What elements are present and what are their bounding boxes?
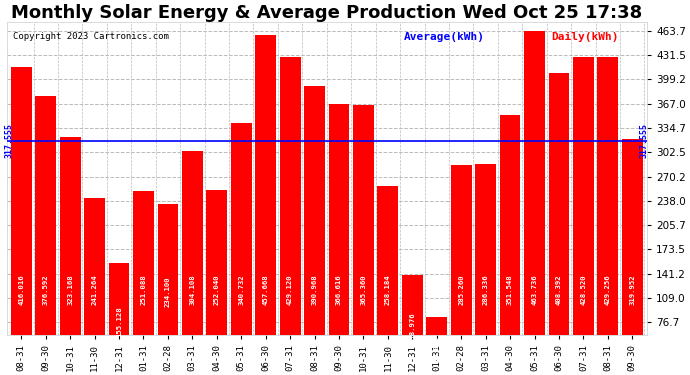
- Text: 429.120: 429.120: [287, 274, 293, 305]
- Text: 317.555: 317.555: [5, 123, 14, 158]
- Text: 241.264: 241.264: [92, 274, 97, 305]
- Text: 286.336: 286.336: [482, 274, 489, 305]
- Bar: [255, 35, 276, 375]
- Bar: [133, 191, 154, 375]
- Bar: [11, 67, 32, 375]
- Text: 252.040: 252.040: [214, 274, 220, 305]
- Bar: [157, 204, 178, 375]
- Text: 457.668: 457.668: [263, 274, 268, 305]
- Text: 429.256: 429.256: [605, 274, 611, 305]
- Text: 234.100: 234.100: [165, 277, 171, 307]
- Text: 376.592: 376.592: [43, 274, 49, 305]
- Text: 463.736: 463.736: [531, 274, 538, 305]
- Text: Copyright 2023 Cartronics.com: Copyright 2023 Cartronics.com: [13, 32, 169, 41]
- Bar: [598, 57, 618, 375]
- Bar: [60, 137, 81, 375]
- Text: 317.555: 317.555: [640, 123, 649, 158]
- Bar: [500, 116, 520, 375]
- Bar: [524, 31, 545, 375]
- Bar: [35, 96, 56, 375]
- Text: 428.520: 428.520: [580, 274, 586, 305]
- Bar: [377, 186, 398, 375]
- Title: Monthly Solar Energy & Average Production Wed Oct 25 17:38: Monthly Solar Energy & Average Productio…: [11, 4, 642, 22]
- Bar: [206, 190, 227, 375]
- Text: 366.616: 366.616: [336, 274, 342, 305]
- Text: 84.296: 84.296: [434, 335, 440, 362]
- Text: 319.952: 319.952: [629, 274, 635, 305]
- Text: Daily(kWh): Daily(kWh): [551, 32, 618, 42]
- Text: 155.128: 155.128: [116, 306, 122, 337]
- Text: 365.360: 365.360: [360, 274, 366, 305]
- Text: 323.168: 323.168: [67, 274, 73, 305]
- Text: 304.108: 304.108: [189, 274, 195, 305]
- Text: 285.260: 285.260: [458, 274, 464, 305]
- Text: 258.184: 258.184: [385, 274, 391, 305]
- Bar: [402, 276, 423, 375]
- Text: 416.016: 416.016: [19, 274, 24, 305]
- Bar: [108, 263, 130, 375]
- Bar: [475, 165, 496, 375]
- Text: 138.976: 138.976: [409, 312, 415, 343]
- Bar: [622, 139, 642, 375]
- Text: 251.088: 251.088: [141, 274, 146, 305]
- Text: Average(kWh): Average(kWh): [404, 32, 484, 42]
- Text: 351.548: 351.548: [507, 274, 513, 305]
- Bar: [231, 123, 252, 375]
- Text: 340.732: 340.732: [238, 274, 244, 305]
- Bar: [279, 57, 301, 375]
- Text: 390.968: 390.968: [312, 274, 317, 305]
- Bar: [353, 105, 374, 375]
- Bar: [304, 86, 325, 375]
- Bar: [549, 72, 569, 375]
- Bar: [84, 198, 105, 375]
- Bar: [328, 104, 349, 375]
- Text: 408.392: 408.392: [556, 274, 562, 305]
- Bar: [573, 57, 594, 375]
- Bar: [182, 151, 203, 375]
- Bar: [451, 165, 471, 375]
- Bar: [426, 316, 447, 375]
